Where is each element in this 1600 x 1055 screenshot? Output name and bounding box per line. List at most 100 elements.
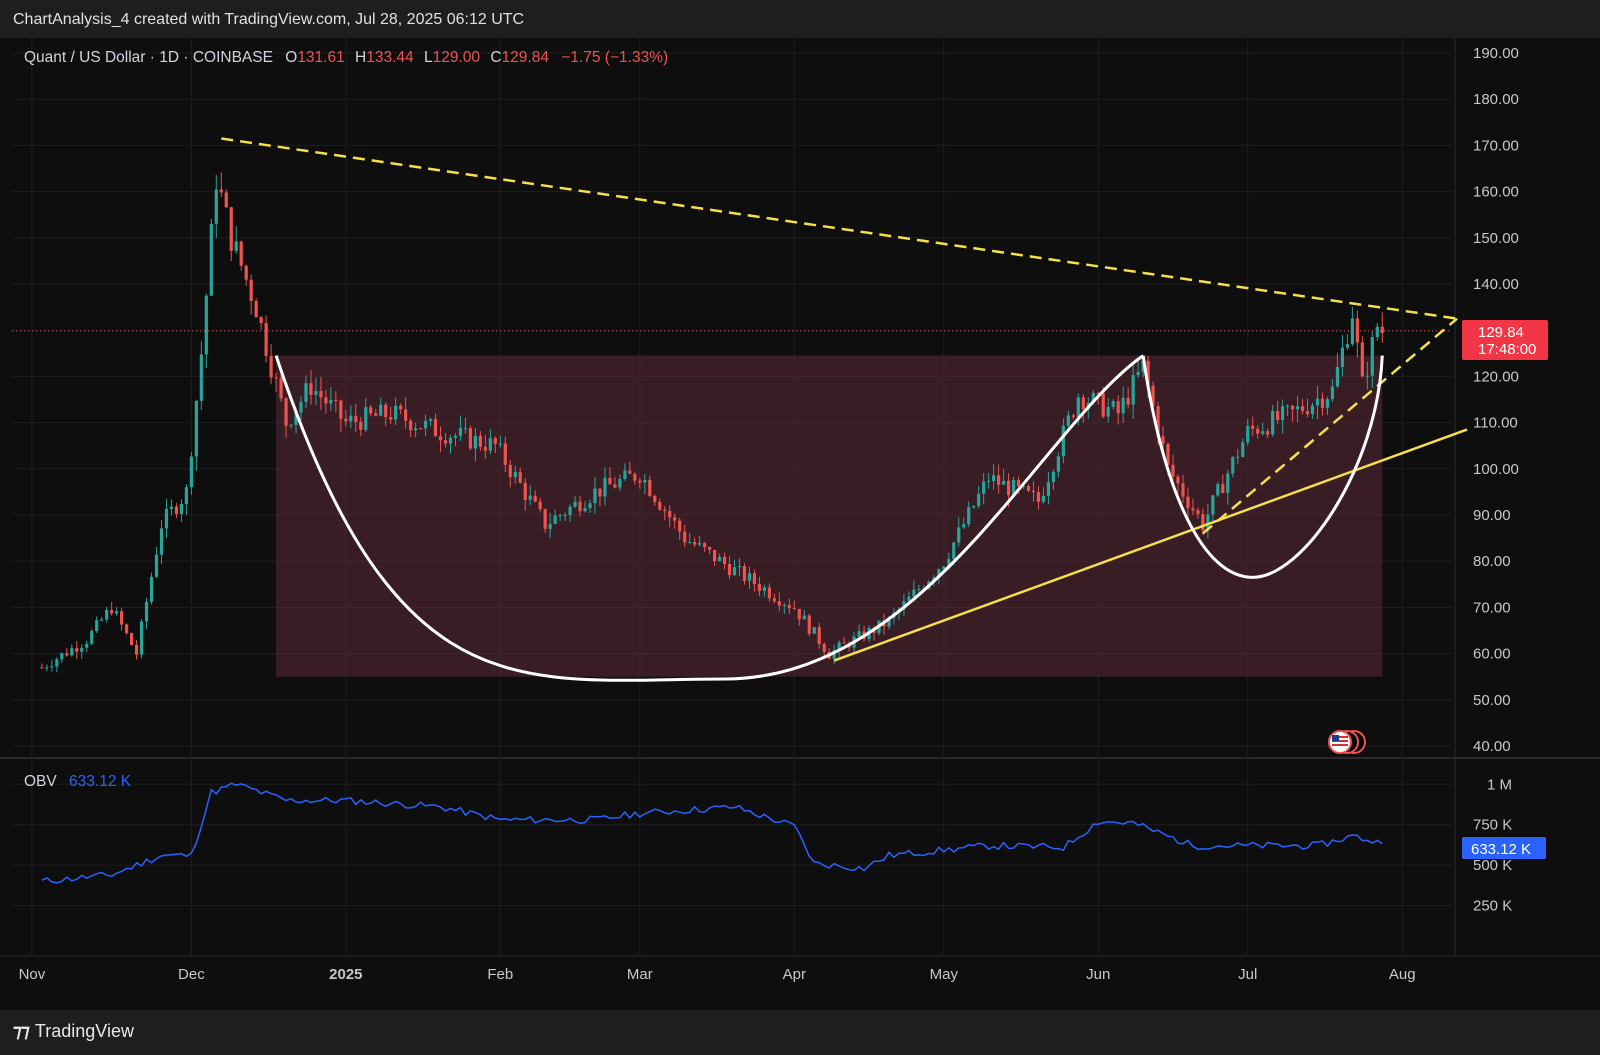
candle-body (1091, 392, 1095, 403)
cup-handle-shading (276, 355, 1383, 677)
price-axis-label: 120.00 (1473, 368, 1519, 385)
candle-body (1171, 464, 1175, 477)
candle-body (503, 443, 507, 465)
axis-layer: 190.00180.00170.00160.00150.00140.00130.… (19, 45, 1519, 983)
candle-body (1041, 495, 1046, 502)
candle-body (583, 508, 587, 512)
candle-body (264, 322, 268, 356)
handle-curve (1141, 355, 1384, 579)
price-axis-label: 160.00 (1473, 184, 1519, 201)
candle-body (1221, 484, 1225, 493)
obv-axis-label: 250 K (1473, 898, 1512, 915)
candle-body (588, 503, 592, 509)
candle-body (967, 507, 971, 525)
chart-area[interactable]: 190.00180.00170.00160.00150.00140.00130.… (0, 38, 1600, 1010)
cup-curve (274, 354, 1144, 682)
candle-body (164, 509, 169, 529)
candle-body (1300, 406, 1305, 412)
symbol-name: Quant / US Dollar · 1D · COINBASE (24, 49, 273, 66)
candle-body (488, 438, 492, 451)
price-tag-countdown: 17:48:00 (1478, 341, 1536, 358)
candle-body (947, 558, 951, 567)
candle-body (55, 659, 59, 667)
candle-body (279, 378, 283, 399)
candle-body (787, 604, 791, 609)
logo-mark: ⁊⁊ (13, 1021, 30, 1041)
candle-body (722, 556, 727, 565)
candle-body (643, 479, 647, 483)
candle-body (214, 189, 218, 224)
candle-body (179, 503, 184, 514)
candle-body (443, 440, 448, 444)
candle-body (344, 418, 348, 422)
price-axis-label: 150.00 (1473, 230, 1519, 247)
candle-body (817, 627, 821, 644)
candle-body (85, 643, 89, 648)
candle-body (1295, 406, 1300, 410)
candle-body (648, 479, 652, 496)
candle-body (732, 567, 737, 576)
candle-body (1335, 367, 1340, 387)
candle-body (269, 355, 273, 378)
candle-body (797, 608, 801, 620)
candle-body (1211, 495, 1215, 515)
candle-body (857, 631, 861, 637)
candle-body (1310, 405, 1315, 415)
candle-body (314, 390, 318, 395)
price-axis-label: 190.00 (1473, 45, 1519, 62)
candle-body (1116, 401, 1120, 414)
price-axis-label: 100.00 (1473, 461, 1519, 478)
price-axis-label: 180.00 (1473, 91, 1519, 108)
candle-body (40, 667, 44, 669)
time-axis-label: 2025 (329, 966, 362, 983)
candle-body (394, 405, 398, 420)
candle-body (134, 644, 139, 655)
candle-body (678, 520, 682, 532)
us-flag-event-icon[interactable] (1328, 730, 1366, 754)
candle-body (1231, 457, 1235, 474)
tradingview-logo-icon[interactable]: ⁊⁊ TradingView (13, 1021, 134, 1042)
candle-body (65, 653, 69, 656)
candle-body (598, 488, 602, 497)
candle-body (384, 404, 388, 417)
candle-body (149, 576, 154, 602)
candle-body (543, 509, 547, 529)
candle-body (1286, 405, 1290, 407)
candle-body (339, 400, 343, 419)
candle-body (523, 482, 527, 500)
candle-body (688, 542, 692, 544)
candle-body (1016, 479, 1021, 487)
candle-body (1365, 375, 1369, 377)
candle-body (309, 383, 313, 395)
candle-body (528, 495, 532, 500)
candle-body (887, 617, 891, 627)
candle-body (703, 542, 707, 548)
candle-body (95, 620, 99, 631)
candle-body (374, 413, 378, 416)
candle-body (1251, 425, 1255, 429)
time-axis-label: Nov (19, 966, 46, 983)
candle-body (209, 223, 213, 296)
candle-body (473, 435, 478, 449)
candle-body (463, 428, 468, 430)
candle-body (1325, 399, 1330, 408)
candle-body (364, 407, 368, 430)
candle-body (1161, 436, 1165, 444)
close-value: 129.84 (502, 49, 550, 66)
candle-body (254, 300, 258, 318)
price-axis-label: 60.00 (1473, 646, 1511, 663)
candle-body (1196, 510, 1200, 515)
candle-body (438, 436, 443, 441)
candle-body (1006, 480, 1011, 496)
candle-body (453, 435, 458, 438)
brand-name: TradingView (34, 1021, 134, 1041)
time-axis-label: May (930, 966, 959, 983)
candle-body (404, 409, 408, 421)
footer-bar: ⁊⁊ TradingView (0, 1010, 1600, 1055)
drawings (221, 137, 1468, 682)
candle-body (294, 412, 298, 425)
candle-body (498, 443, 502, 445)
candle-body (90, 630, 94, 644)
candle-body (1126, 397, 1130, 405)
time-axis-label: Apr (783, 966, 806, 983)
